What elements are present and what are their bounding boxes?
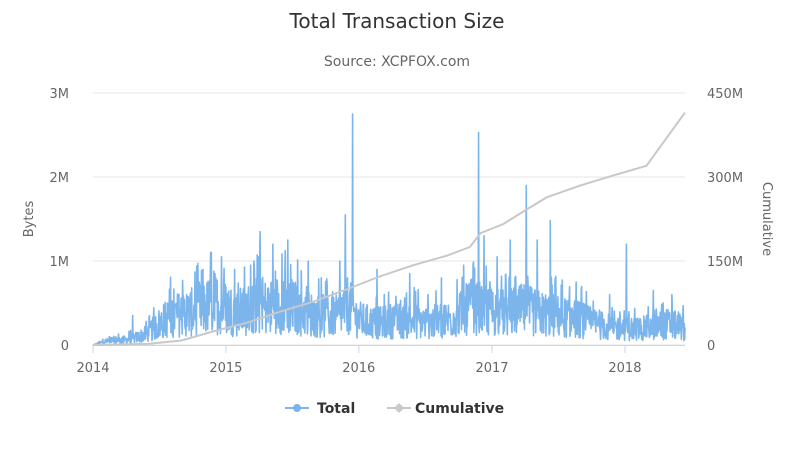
legend-label-cumulative: Cumulative — [415, 401, 504, 417]
right-tick-label: 0 — [707, 339, 715, 354]
left-tick-label: 0 — [61, 339, 69, 354]
left-axis-ticks: 0 1M 2M 3M — [50, 87, 70, 354]
x-tick-label: 2017 — [475, 361, 508, 376]
right-axis-title: Cumulative — [759, 182, 774, 256]
left-tick-label: 2M — [50, 171, 70, 186]
legend: Total Cumulative — [285, 401, 504, 417]
legend-marker-cumulative — [394, 403, 404, 413]
right-tick-label: 450M — [707, 87, 743, 102]
left-tick-label: 1M — [50, 255, 70, 270]
x-tick-label: 2015 — [209, 361, 242, 376]
legend-item-total[interactable]: Total — [285, 401, 355, 417]
right-tick-label: 300M — [707, 171, 743, 186]
legend-item-cumulative[interactable]: Cumulative — [387, 401, 504, 417]
series-cumulative-line — [92, 112, 686, 346]
legend-label-total: Total — [317, 401, 355, 417]
x-axis-ticks: 2014 2015 2016 2017 2018 — [76, 345, 685, 376]
chart-title: Total Transaction Size — [289, 9, 505, 33]
left-axis-title: Bytes — [22, 201, 37, 238]
right-tick-label: 150M — [707, 255, 743, 270]
left-tick-label: 3M — [50, 87, 70, 102]
chart-subtitle: Source: XCPFOX.com — [324, 54, 470, 70]
legend-marker-total — [293, 404, 301, 412]
x-tick-label: 2016 — [342, 361, 375, 376]
x-tick-label: 2018 — [608, 361, 641, 376]
x-tick-label: 2014 — [76, 361, 109, 376]
series-total — [92, 113, 686, 346]
series-cumulative — [92, 112, 686, 346]
series-total-line — [92, 113, 686, 346]
right-axis-ticks: 0 150M 300M 450M — [707, 87, 743, 354]
